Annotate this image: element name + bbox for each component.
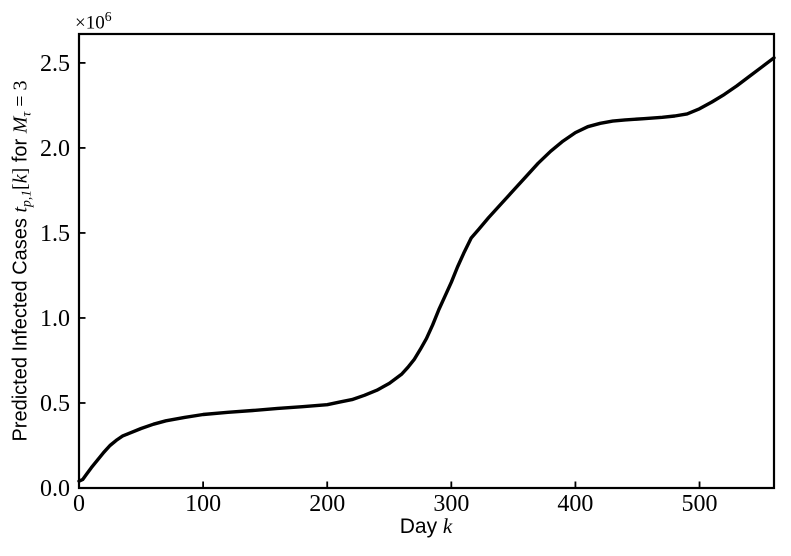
y-label-equals-3: = 3	[9, 80, 32, 112]
y-axis-offset-label: ×106	[75, 9, 112, 34]
x-axis-label: Day k	[400, 514, 453, 539]
axis-tick-labels: 0 100 200 300 400 500 0.0 0.5 1.0 1.5 2.0 2.5	[40, 51, 718, 517]
y-tick-label: 1.5	[40, 221, 70, 247]
offset-base: ×10	[75, 12, 105, 34]
y-label-for-text: for	[9, 133, 32, 168]
y-label-text: Predicted Infected Cases	[9, 212, 32, 442]
y-label-subscript-p1: p,1	[18, 189, 34, 207]
y-label-math-M: M	[9, 116, 32, 134]
x-tick-label: 100	[185, 491, 221, 517]
x-tick-label: 500	[682, 491, 718, 517]
x-label-math-k: k	[442, 514, 453, 538]
offset-exponent: 6	[104, 9, 112, 24]
x-tick-label: 0	[73, 491, 85, 517]
y-tick-label: 1.0	[40, 306, 70, 332]
y-axis-label: Predicted Infected Cases tp,1[k] for Mτ …	[9, 80, 34, 442]
y-label-left-bracket: [	[9, 183, 32, 190]
x-label-text: Day	[399, 515, 443, 538]
x-tick-label: 200	[309, 491, 345, 517]
y-label-subscript-tau: τ	[18, 111, 34, 117]
axes-frame	[77, 32, 776, 490]
x-tick-label: 300	[433, 491, 469, 517]
axis-tick-marks	[78, 62, 701, 489]
y-tick-label: 0.0	[40, 476, 70, 502]
y-tick-label: 2.0	[40, 136, 70, 162]
y-label-right-bracket: ]	[9, 167, 32, 175]
y-tick-label: 0.5	[40, 391, 70, 417]
y-label-math-k: k	[9, 174, 32, 184]
x-tick-label: 400	[557, 491, 593, 517]
y-label-math-t: t	[9, 206, 32, 213]
y-tick-label: 2.5	[40, 51, 70, 77]
predicted-cases-curve	[77, 56, 776, 483]
